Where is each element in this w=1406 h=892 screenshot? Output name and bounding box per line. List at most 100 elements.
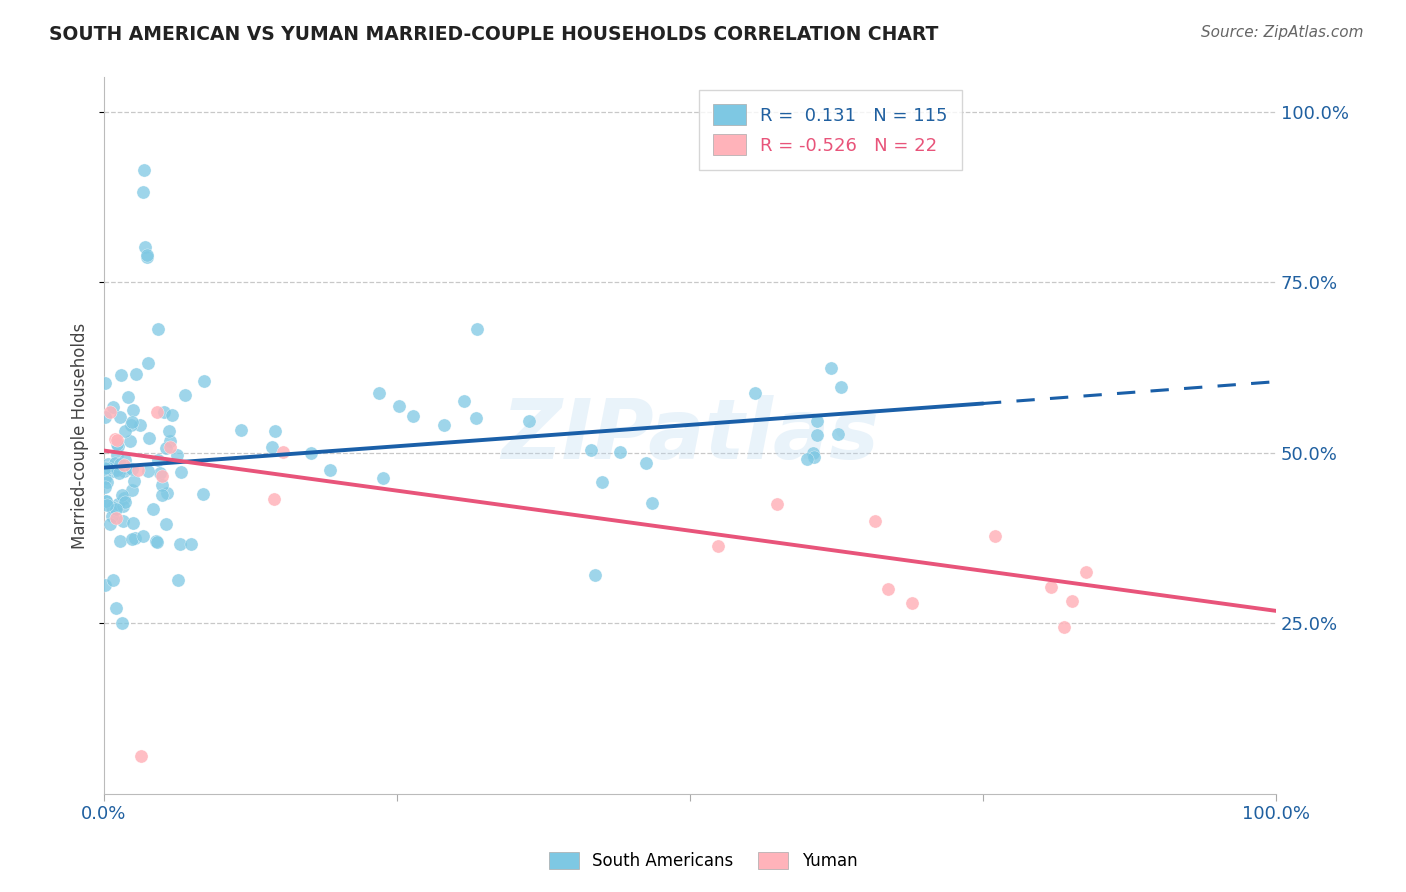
Point (108, 409, 131, 424)
Point (156, 486, 179, 500)
Point (1060, 594, 1083, 608)
Point (104, 601, 127, 615)
Point (93, 471, 115, 485)
Point (131, 528, 153, 542)
Point (801, 445, 824, 459)
Point (591, 475, 613, 489)
Point (319, 463, 342, 477)
Point (105, 463, 128, 477)
Point (111, 500, 134, 514)
Point (299, 446, 322, 460)
Point (107, 434, 129, 448)
Point (127, 463, 149, 477)
Point (609, 444, 631, 458)
Point (93, 376, 115, 390)
Point (263, 492, 285, 507)
Point (152, 468, 174, 483)
Point (402, 409, 425, 423)
Point (766, 497, 789, 511)
Text: Source: ZipAtlas.com: Source: ZipAtlas.com (1201, 25, 1364, 40)
Point (134, 240, 156, 254)
Point (94, 409, 117, 424)
Point (803, 450, 825, 464)
Point (159, 440, 181, 454)
Point (124, 474, 146, 488)
Point (111, 616, 134, 631)
Point (121, 415, 143, 429)
Point (583, 567, 606, 582)
Point (114, 424, 136, 438)
Point (111, 514, 134, 528)
Point (150, 488, 173, 502)
Point (108, 467, 131, 481)
Point (96, 498, 118, 512)
Point (146, 453, 169, 467)
Point (388, 399, 411, 413)
Point (373, 471, 395, 485)
Point (191, 487, 214, 501)
Point (121, 532, 143, 546)
Point (105, 511, 128, 525)
Point (152, 478, 174, 492)
Point (97, 457, 120, 471)
Point (806, 414, 828, 428)
Point (135, 248, 157, 262)
Point (112, 491, 135, 505)
Point (707, 539, 730, 553)
Point (97, 461, 120, 475)
Point (94, 494, 117, 508)
Point (104, 456, 127, 470)
Point (107, 439, 129, 453)
Point (104, 432, 127, 446)
Point (1039, 580, 1062, 594)
Point (93, 461, 115, 475)
Point (104, 502, 127, 516)
Point (433, 417, 456, 432)
Point (117, 461, 139, 475)
Point (157, 424, 180, 438)
Point (170, 466, 193, 480)
Point (152, 405, 174, 419)
Point (806, 428, 828, 442)
Point (155, 516, 177, 531)
Point (641, 496, 664, 510)
Point (125, 368, 148, 382)
Point (983, 529, 1005, 543)
Point (117, 391, 139, 405)
Point (96, 475, 118, 489)
Point (173, 387, 195, 401)
Point (101, 500, 124, 515)
Point (464, 411, 486, 425)
Point (136, 356, 159, 370)
Point (93, 578, 115, 592)
Point (146, 405, 169, 419)
Point (830, 380, 852, 394)
Point (129, 749, 152, 764)
Point (1074, 566, 1097, 580)
Point (98, 405, 121, 419)
Point (136, 464, 159, 478)
Point (260, 440, 283, 454)
Point (744, 385, 766, 400)
Point (94, 479, 117, 493)
Point (105, 437, 128, 451)
Point (519, 413, 541, 427)
Point (820, 360, 842, 375)
Text: SOUTH AMERICAN VS YUMAN MARRIED-COUPLE HOUSEHOLDS CORRELATION CHART: SOUTH AMERICAN VS YUMAN MARRIED-COUPLE H… (49, 25, 939, 44)
Point (101, 464, 124, 478)
Point (229, 423, 252, 437)
Point (465, 322, 488, 336)
Point (796, 451, 818, 466)
Point (107, 497, 129, 511)
Point (142, 502, 165, 516)
Point (900, 595, 922, 609)
Point (169, 537, 191, 551)
Point (121, 483, 143, 498)
Point (180, 537, 202, 551)
Point (124, 531, 146, 545)
Point (110, 368, 132, 383)
Point (579, 443, 602, 458)
Point (120, 418, 142, 433)
Point (100, 508, 122, 523)
Point (112, 464, 135, 478)
